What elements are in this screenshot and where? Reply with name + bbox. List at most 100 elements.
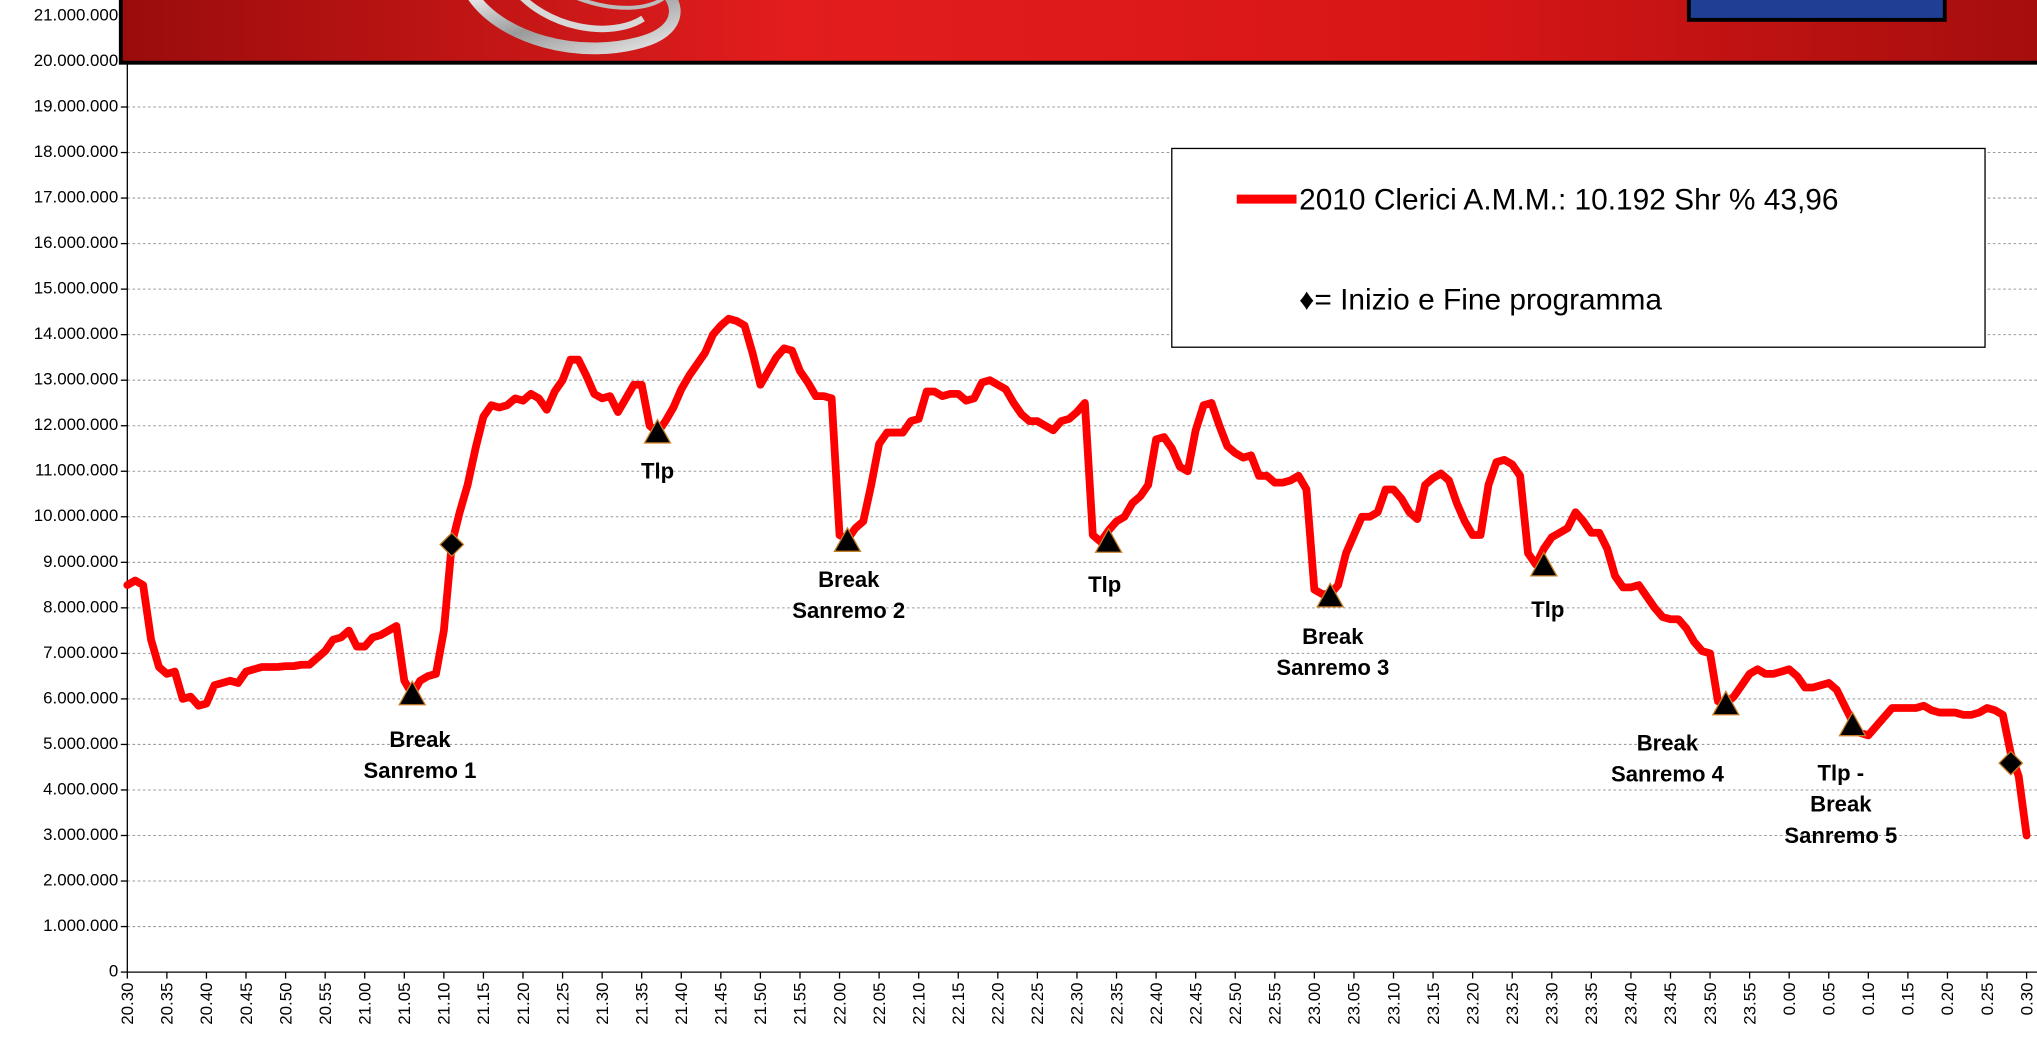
plot-area: 0 1.000.000 2.000.000 3.000.000 4.000.000 5.0… bbox=[34, 5, 2037, 1025]
annotation: Break bbox=[1810, 792, 1872, 817]
annotation: Sanremo 5 bbox=[1784, 823, 1897, 848]
y-tick-label: 0 bbox=[109, 962, 118, 981]
x-tick-label: 22.10 bbox=[909, 982, 928, 1024]
x-tick-label: 21.50 bbox=[751, 982, 770, 1024]
annotation: Sanremo 4 bbox=[1611, 762, 1725, 787]
y-tick-label: 18.000.000 bbox=[34, 142, 118, 161]
marker-diamond bbox=[439, 531, 465, 558]
x-tick-label: 20.55 bbox=[316, 982, 335, 1024]
y-tick-label: 15.000.000 bbox=[34, 279, 118, 298]
banner-box bbox=[1686, 0, 1947, 22]
x-tick-label: 0.20 bbox=[1938, 982, 1957, 1015]
x-tick-label: 23.10 bbox=[1384, 982, 1403, 1024]
y-tick-label: 10.000.000 bbox=[34, 506, 118, 525]
annotation: Sanremo 3 bbox=[1276, 655, 1389, 680]
marker-triangle bbox=[1529, 551, 1558, 577]
x-tick-label: 23.25 bbox=[1503, 982, 1522, 1024]
legend: 2010 Clerici A.M.M.: 10.192 Shr % 43,96 ♦… bbox=[1171, 147, 1986, 348]
annotation: Sanremo 2 bbox=[792, 598, 905, 623]
x-tick-label: 22.00 bbox=[830, 982, 849, 1024]
annotation: Break bbox=[818, 567, 880, 592]
x-tick-label: 23.55 bbox=[1740, 982, 1759, 1024]
x-tick-label: 20.45 bbox=[237, 982, 256, 1024]
y-tick-label: 2.000.000 bbox=[43, 870, 118, 889]
marker-triangle bbox=[643, 418, 672, 444]
annotation: Break bbox=[389, 727, 451, 752]
x-tick-label: 0.05 bbox=[1820, 982, 1839, 1015]
x-tick-label: 22.45 bbox=[1186, 982, 1205, 1024]
x-tick-label: 22.15 bbox=[949, 982, 968, 1024]
x-tick-label: 22.20 bbox=[989, 982, 1008, 1024]
annotation: Tlp bbox=[1088, 572, 1121, 597]
y-tick-label: 9.000.000 bbox=[43, 552, 118, 571]
x-tick-label: 21.55 bbox=[791, 982, 810, 1024]
legend-label: ♦= Inizio e Fine programma bbox=[1299, 284, 1662, 317]
marker-triangle bbox=[1316, 582, 1345, 608]
banner bbox=[118, 0, 2037, 65]
marker-diamond bbox=[1998, 750, 2024, 776]
marker-triangle bbox=[1838, 710, 1867, 737]
x-tick-label: 21.05 bbox=[395, 982, 414, 1024]
y-tick-label: 21.000.000 bbox=[34, 5, 118, 24]
x-tick-label: 22.25 bbox=[1028, 982, 1047, 1024]
legend-label: 2010 Clerici A.M.M.: 10.192 Shr % 43,96 bbox=[1299, 184, 1838, 217]
marker-triangle bbox=[398, 680, 427, 706]
x-tick-label: 20.40 bbox=[197, 982, 216, 1024]
x-tick-label: 0.00 bbox=[1780, 982, 1799, 1015]
x-tick-label: 23.50 bbox=[1701, 982, 1720, 1024]
y-tick-label: 16.000.000 bbox=[34, 233, 118, 252]
x-tick-label: 23.35 bbox=[1582, 982, 1601, 1024]
annotation: Break bbox=[1302, 624, 1364, 649]
y-tick-label: 20.000.000 bbox=[34, 51, 118, 70]
x-tick-label: 21.10 bbox=[435, 982, 454, 1024]
x-tick-label: 0.10 bbox=[1859, 982, 1878, 1015]
y-tick-label: 12.000.000 bbox=[34, 415, 118, 434]
y-tick-label: 11.000.000 bbox=[35, 461, 118, 480]
y-tick-label: 19.000.000 bbox=[34, 96, 118, 115]
banner-swirl bbox=[577, 0, 665, 10]
banner-swirl bbox=[520, 0, 645, 33]
y-tick-label: 17.000.000 bbox=[34, 188, 118, 207]
x-tick-label: 23.40 bbox=[1622, 982, 1641, 1024]
x-tick-label: 21.45 bbox=[712, 982, 731, 1024]
annotation: Sanremo 1 bbox=[364, 758, 477, 783]
x-tick-label: 22.50 bbox=[1226, 982, 1245, 1024]
y-tick-label: 8.000.000 bbox=[43, 597, 118, 616]
x-tick-label: 0.15 bbox=[1899, 982, 1918, 1015]
x-tick-label: 0.30 bbox=[2017, 982, 2036, 1015]
x-tick-label: 23.15 bbox=[1424, 982, 1443, 1024]
y-tick-label: 3.000.000 bbox=[43, 825, 118, 844]
annotation: Tlp - bbox=[1818, 761, 1865, 786]
x-tick-label: 22.55 bbox=[1266, 982, 1285, 1024]
data-line bbox=[123, 314, 2031, 840]
x-tick-label: 23.05 bbox=[1345, 982, 1364, 1024]
x-tick-label: 23.30 bbox=[1543, 982, 1562, 1024]
banner-swirl bbox=[468, 0, 681, 55]
x-tick-label: 20.30 bbox=[118, 982, 137, 1024]
y-tick-label: 13.000.000 bbox=[34, 370, 118, 389]
x-tick-label: 22.35 bbox=[1107, 982, 1126, 1024]
x-tick-label: 20.50 bbox=[276, 982, 295, 1024]
x-tick-label: 23.45 bbox=[1661, 982, 1680, 1024]
x-tick-label: 22.40 bbox=[1147, 982, 1166, 1024]
marker-triangle bbox=[1711, 690, 1740, 716]
x-tick-label: 22.05 bbox=[870, 982, 889, 1024]
y-tick-label: 5.000.000 bbox=[43, 734, 118, 753]
x-tick-label: 23.00 bbox=[1305, 982, 1324, 1024]
legend-box bbox=[1171, 147, 1986, 348]
y-tick-label: 1.000.000 bbox=[43, 916, 118, 935]
annotation: Tlp bbox=[641, 459, 674, 484]
x-tick-label: 21.30 bbox=[593, 982, 612, 1024]
annotation: Break bbox=[1637, 730, 1699, 755]
y-tick-label: 6.000.000 bbox=[43, 688, 118, 707]
y-tick-label: 4.000.000 bbox=[43, 779, 118, 798]
x-tick-label: 20.35 bbox=[158, 982, 177, 1024]
marker-triangle bbox=[833, 526, 862, 552]
y-tick-label: 14.000.000 bbox=[34, 324, 118, 343]
x-tick-label: 21.25 bbox=[553, 982, 572, 1024]
x-tick-label: 23.20 bbox=[1463, 982, 1482, 1024]
annotation: Tlp bbox=[1531, 597, 1564, 622]
y-tick-label: 7.000.000 bbox=[43, 643, 118, 662]
